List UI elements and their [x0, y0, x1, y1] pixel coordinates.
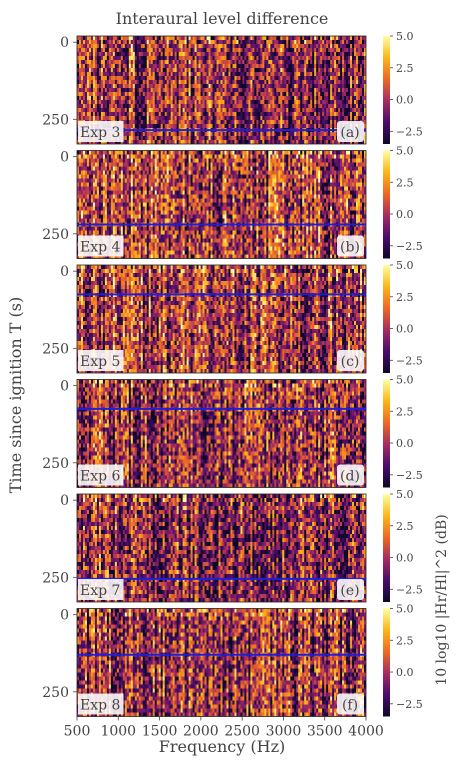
colorbar-tick-label: 2.5 — [396, 520, 414, 533]
colorbar-tick-label: 0.0 — [396, 437, 414, 450]
colorbar-tick-label: −2.5 — [396, 240, 423, 253]
x-tick-label: 3500 — [307, 724, 343, 740]
panel-b: 0 250 Exp 4 (b) 5.0 2.5 0.0 −2.5 — [42, 145, 422, 259]
y-tick-label: 250 — [42, 341, 69, 357]
colorbar — [383, 265, 390, 373]
colorbar-tick-label: −2.5 — [396, 469, 423, 482]
colorbar-tick-label: −2.5 — [396, 583, 423, 596]
colorbar-tick-label: 2.5 — [396, 405, 414, 418]
colorbar — [383, 151, 390, 259]
colorbar-tick-label: 2.5 — [396, 291, 414, 304]
colorbar-tick-label: 2.5 — [396, 62, 414, 75]
panel-a: 0 250 Exp 3 (a) 5.0 2.5 0.0 −2.5 — [42, 30, 422, 144]
colorbar-tick-label: −2.5 — [396, 698, 423, 711]
x-tick-label: 1000 — [100, 724, 136, 740]
panel-tag: (b) — [340, 240, 360, 256]
colorbar-label: 10 log10 |Hr/Hl|^2 (dB) — [434, 514, 450, 685]
colorbar — [383, 609, 390, 717]
colorbar-tick-label: 2.5 — [396, 176, 414, 189]
panel-d: 0 250 Exp 6 (d) 5.0 2.5 0.0 −2.5 — [42, 374, 422, 488]
colorbar-tick-label: 2.5 — [396, 634, 414, 647]
x-tick-label: 4000 — [348, 724, 384, 740]
panel-tag: (a) — [340, 125, 359, 141]
x-axis-label: Frequency (Hz) — [159, 737, 286, 756]
y-tick-label: 0 — [60, 150, 69, 166]
y-axis-label: Time since ignition T (s) — [6, 297, 25, 493]
colorbar-tick-label: 0.0 — [396, 552, 414, 565]
colorbar-tick-label: 5.0 — [396, 259, 414, 272]
experiment-label: Exp 7 — [80, 583, 120, 599]
colorbar-tick-label: 0.0 — [396, 323, 414, 336]
experiment-label: Exp 3 — [80, 125, 120, 141]
y-tick-label: 0 — [60, 379, 69, 395]
colorbar-tick-label: 5.0 — [396, 30, 414, 43]
chart-title: Interaural level difference — [116, 9, 329, 28]
colorbar — [383, 494, 390, 602]
panels: 0 250 Exp 3 (a) 5.0 2.5 0.0 −2.5 0 250 Exp 4 (b) 5.0… — [42, 30, 450, 740]
colorbar — [383, 36, 390, 144]
experiment-label: Exp 5 — [80, 354, 120, 370]
colorbar-tick-label: −2.5 — [396, 354, 423, 367]
panel-tag: (e) — [340, 583, 359, 599]
x-tick-label: 500 — [64, 724, 91, 740]
panel-c: 0 250 Exp 5 (c) 5.0 2.5 0.0 −2.5 — [42, 259, 422, 373]
panel-e: 0 250 Exp 7 (e) 5.0 2.5 0.0 −2.5 — [42, 488, 422, 602]
y-tick-label: 250 — [42, 685, 69, 701]
y-tick-label: 0 — [60, 608, 69, 624]
colorbar-tick-label: 0.0 — [396, 94, 414, 107]
y-tick-label: 0 — [60, 493, 69, 509]
colorbar-tick-label: 5.0 — [396, 488, 414, 501]
y-tick-label: 0 — [60, 35, 69, 51]
colorbar-tick-label: 5.0 — [396, 145, 414, 158]
colorbar-tick-label: 5.0 — [396, 603, 414, 616]
colorbar-tick-label: 0.0 — [396, 208, 414, 221]
panel-tag: (c) — [341, 354, 360, 370]
y-tick-label: 250 — [42, 227, 69, 243]
colorbar-tick-label: 5.0 — [396, 374, 414, 387]
panel-tag: (f) — [342, 698, 358, 714]
y-tick-label: 250 — [42, 456, 69, 472]
experiment-label: Exp 8 — [80, 698, 120, 714]
experiment-label: Exp 6 — [80, 469, 121, 485]
y-tick-label: 0 — [60, 264, 69, 280]
colorbar — [383, 380, 390, 488]
y-tick-label: 250 — [42, 112, 69, 128]
y-tick-label: 250 — [42, 570, 69, 586]
panel-tag: (d) — [340, 469, 360, 485]
colorbar-tick-label: −2.5 — [396, 125, 423, 138]
panel-f: 0 250 Exp 8 (f) 5.0 2.5 0.0 −2.5 — [42, 603, 422, 717]
colorbar-tick-label: 0.0 — [396, 666, 414, 679]
experiment-label: Exp 4 — [80, 240, 121, 256]
